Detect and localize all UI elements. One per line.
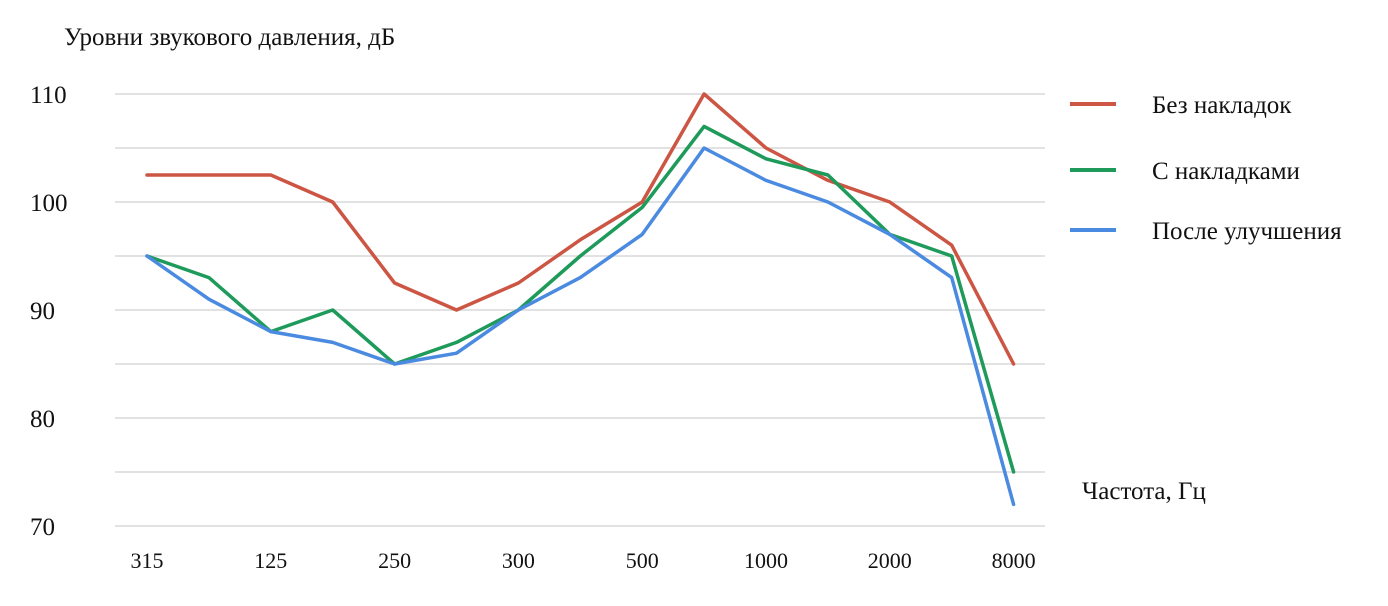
y-axis-label: Уровни звукового давления, дБ: [64, 24, 395, 51]
x-tick-label: 125: [254, 548, 287, 573]
series-line-3: [145, 146, 1016, 507]
x-tick-label: 1000: [744, 548, 788, 573]
x-axis-ticks: 315 125 250 300 500 1000 2000 8000: [131, 548, 1036, 573]
y-tick-label: 80: [30, 406, 55, 433]
gridlines: [115, 93, 1045, 527]
x-tick-label: 300: [502, 548, 535, 573]
series-line-1: [145, 92, 1016, 366]
x-tick-label: 315: [131, 548, 164, 573]
x-tick-label: 250: [378, 548, 411, 573]
y-tick-label: 70: [30, 514, 55, 541]
x-tick-label: 2000: [868, 548, 912, 573]
x-tick-label: 500: [626, 548, 659, 573]
legend-label: С накладками: [1152, 158, 1300, 185]
y-tick-label: 110: [30, 82, 67, 109]
series-lines: [145, 92, 1016, 507]
legend-label: Без накладок: [1152, 92, 1292, 119]
legend: Без накладок С накладками После улучшения: [1070, 92, 1342, 245]
x-axis-label: Частота, Гц: [1082, 478, 1206, 505]
y-tick-label: 100: [30, 190, 68, 217]
series-line-2: [145, 124, 1016, 474]
y-axis-ticks: 70 80 90 100 110: [30, 82, 68, 541]
y-tick-label: 90: [30, 298, 55, 325]
legend-label: После улучшения: [1152, 218, 1342, 245]
x-tick-label: 8000: [992, 548, 1036, 573]
